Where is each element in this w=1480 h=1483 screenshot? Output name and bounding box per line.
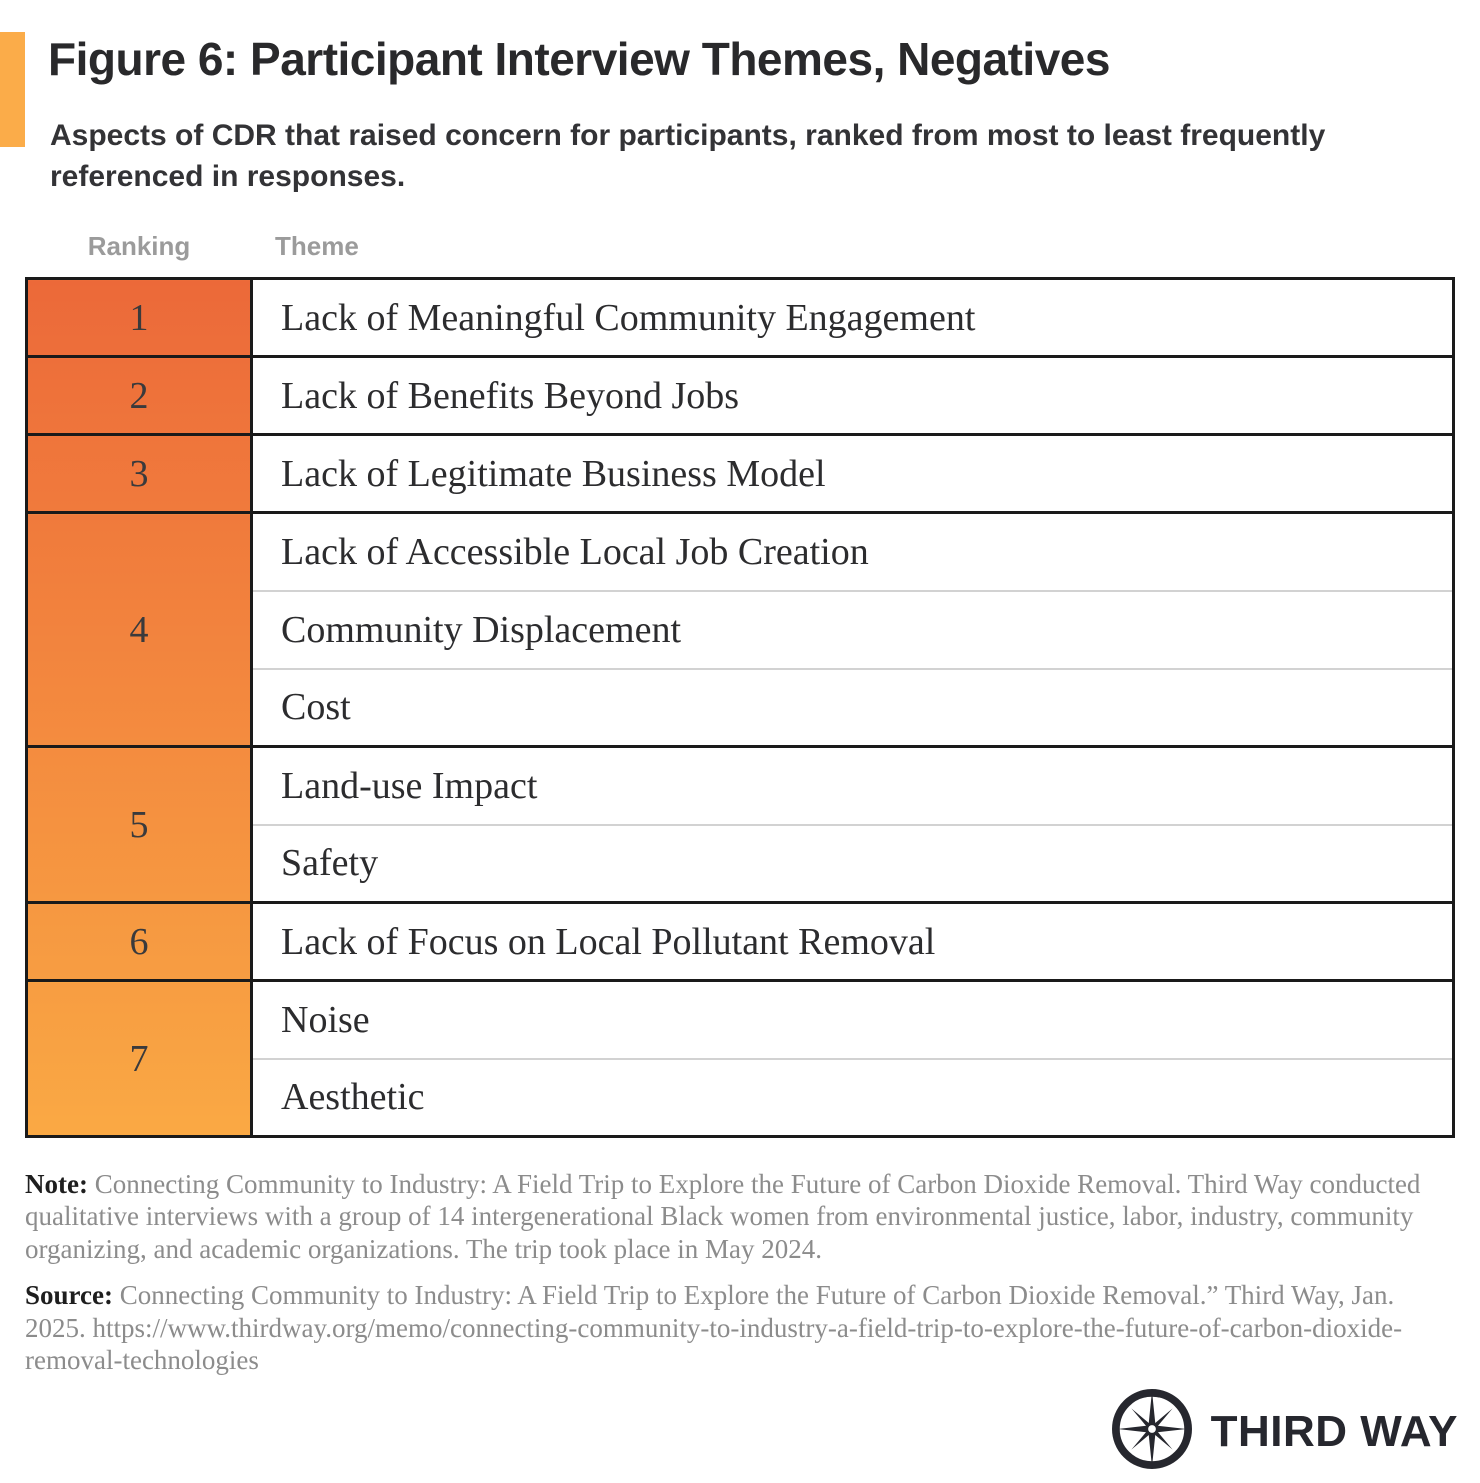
- note-text: Note: Connecting Community to Industry: …: [25, 1168, 1455, 1265]
- rank-cell-5: 5: [25, 745, 253, 904]
- table-row: 1 Lack of Meaningful Community Engagemen…: [25, 277, 1454, 358]
- table-row: Cost: [27, 668, 1454, 748]
- theme-cell: Lack of Benefits Beyond Jobs: [250, 356, 1454, 436]
- rank-cell-3: 3: [25, 433, 253, 514]
- theme-cell: Community Displacement: [250, 590, 1454, 670]
- table-row: Safety: [27, 824, 1454, 904]
- figure-container: Figure 6: Participant Interview Themes, …: [0, 32, 1480, 1376]
- accent-bar: [0, 32, 25, 147]
- theme-cell: Aesthetic: [250, 1058, 1454, 1137]
- note-label: Note:: [25, 1169, 88, 1199]
- table-row: 6 Lack of Focus on Local Pollutant Remov…: [25, 901, 1454, 982]
- theme-cell: Cost: [250, 668, 1454, 748]
- source-label: Source:: [25, 1280, 113, 1311]
- theme-cell: Lack of Focus on Local Pollutant Removal: [250, 902, 1454, 982]
- table-row: 5 Land-use Impact: [25, 745, 1454, 904]
- theme-cell: Noise: [250, 980, 1454, 1060]
- rank-cell-7: 7: [25, 979, 253, 1138]
- theme-cell: Lack of Accessible Local Job Creation: [250, 512, 1454, 592]
- third-way-wordmark: THIRD WAY: [1210, 1406, 1458, 1456]
- table-row: 7 Noise: [25, 979, 1454, 1138]
- table-row: 3 Lack of Legitimate Business Model: [25, 433, 1454, 514]
- rank-cell-4: 4: [25, 511, 253, 748]
- column-headers: Ranking Theme: [25, 231, 1455, 265]
- table-row: Community Displacement: [27, 590, 1454, 670]
- table-row: Aesthetic: [27, 1058, 1454, 1137]
- rank-cell-1: 1: [25, 277, 253, 358]
- theme-cell: Safety: [250, 824, 1454, 904]
- note-body: Connecting Community to Industry: A Fiel…: [25, 1169, 1421, 1264]
- table-row: 2 Lack of Benefits Beyond Jobs: [25, 355, 1454, 436]
- figure-subtitle: Aspects of CDR that raised concern for p…: [50, 119, 1326, 193]
- column-header-ranking: Ranking: [87, 231, 191, 261]
- compass-star-icon: [1109, 1386, 1195, 1477]
- table-row: 4 Lack of Accessible Local Job Creation: [25, 511, 1454, 748]
- ranking-table: 1 Lack of Meaningful Community Engagemen…: [25, 277, 1455, 1138]
- theme-cell: Lack of Legitimate Business Model: [250, 434, 1454, 514]
- source-body: Connecting Community to Industry: A Fiel…: [25, 1280, 1403, 1375]
- theme-cell: Land-use Impact: [250, 746, 1454, 826]
- theme-cell: Lack of Meaningful Community Engagement: [250, 278, 1454, 358]
- third-way-logo: THIRD WAY: [1109, 1386, 1458, 1477]
- figure-title: Figure 6: Participant Interview Themes, …: [48, 33, 1110, 85]
- column-header-theme: Theme: [275, 231, 359, 261]
- rank-cell-6: 6: [25, 901, 253, 982]
- source-text: Source: Connecting Community to Industry…: [25, 1279, 1455, 1376]
- rank-cell-2: 2: [25, 355, 253, 436]
